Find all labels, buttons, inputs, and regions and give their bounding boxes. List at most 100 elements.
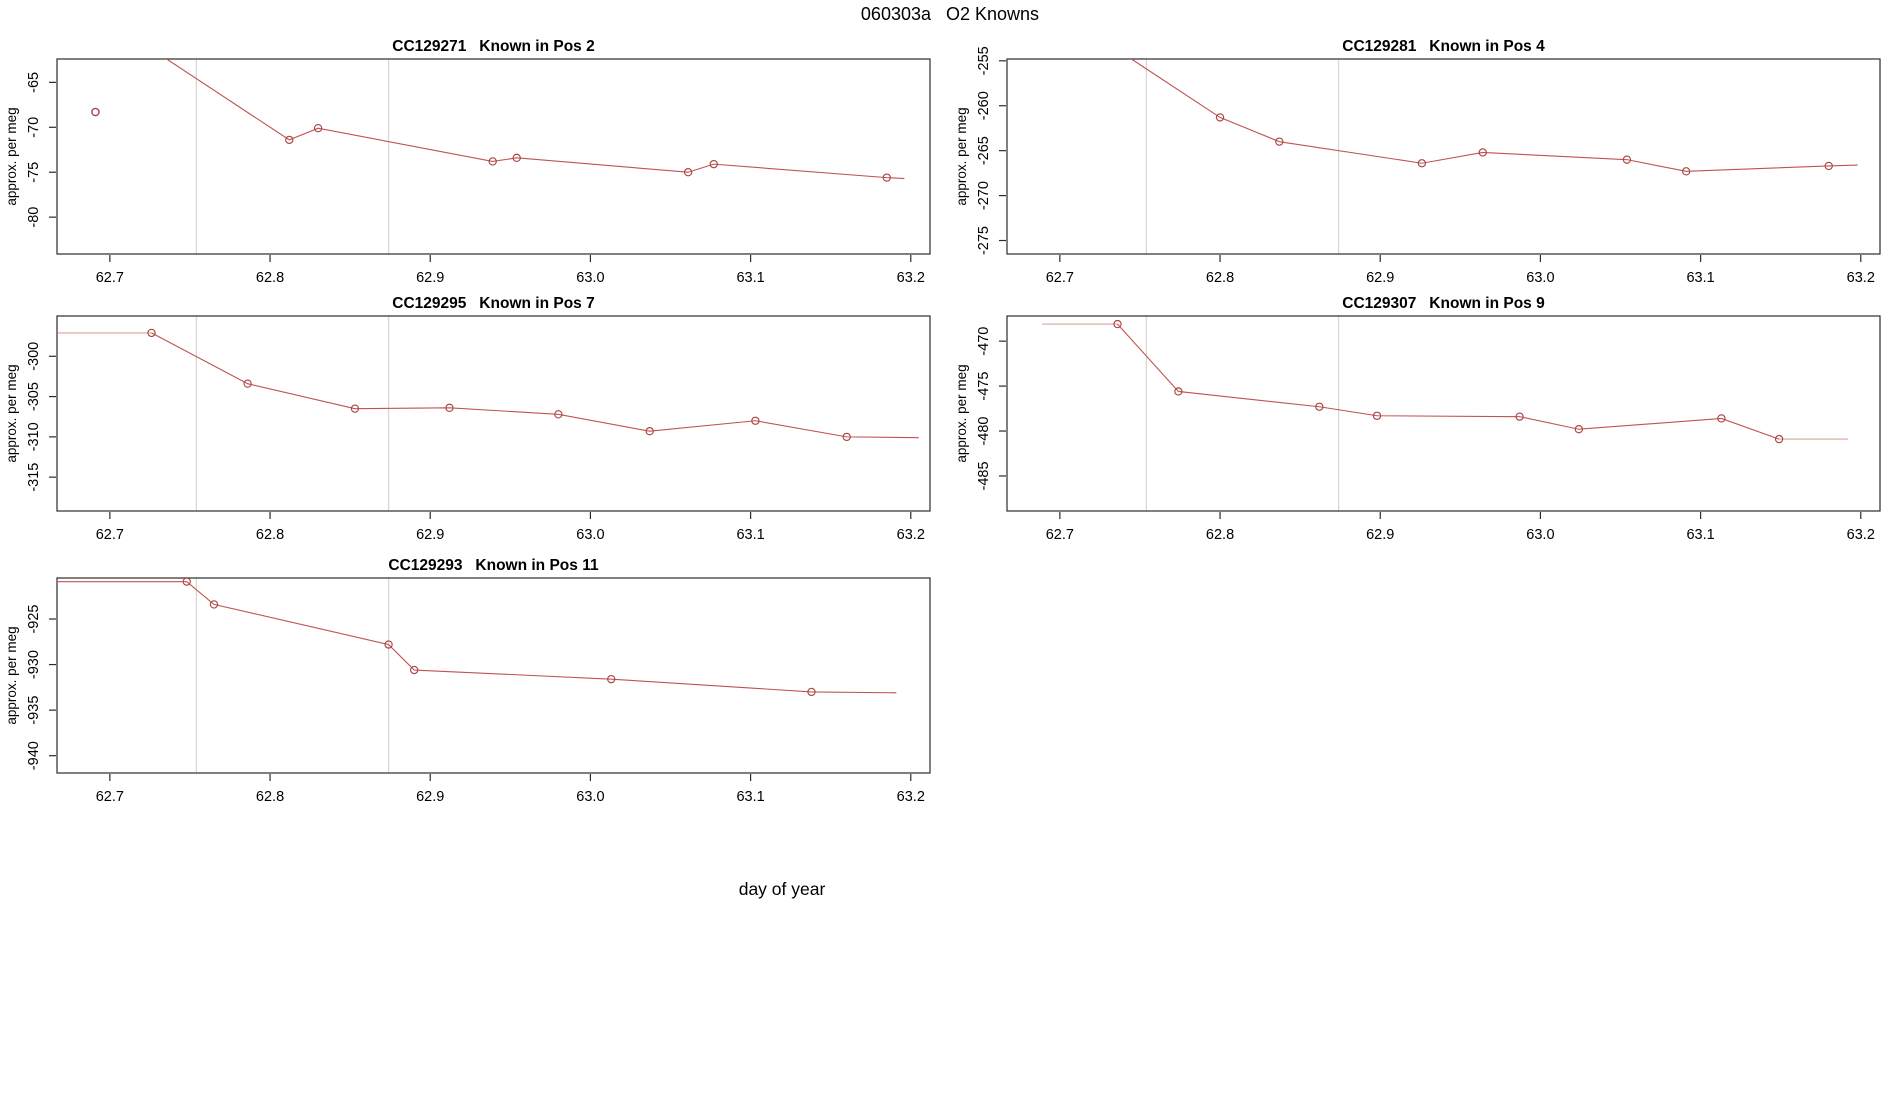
y-tick-label: -310 xyxy=(26,422,42,451)
series-group xyxy=(1130,59,1858,176)
data-point-marker xyxy=(709,159,718,169)
y-tick-label: -470 xyxy=(976,327,992,356)
y-tick-label: -260 xyxy=(976,91,992,120)
data-point-marker xyxy=(350,404,360,413)
isolated-point-marker xyxy=(91,107,100,117)
y-tick-label: -930 xyxy=(26,650,42,679)
data-point-marker xyxy=(1478,148,1487,157)
y-tick-label: -80 xyxy=(26,207,42,228)
series-line xyxy=(165,59,905,180)
x-tick-label: 62.9 xyxy=(416,270,444,286)
data-point-marker xyxy=(384,640,393,649)
x-tick-label: 63.2 xyxy=(1847,270,1875,286)
x-tick-label: 62.7 xyxy=(1046,270,1074,286)
y-tick-label: -935 xyxy=(26,696,42,725)
data-point-marker xyxy=(1275,137,1284,146)
y-tick-label: -65 xyxy=(26,72,42,93)
x-tick-label: 62.7 xyxy=(96,789,124,805)
data-point-marker xyxy=(1174,387,1183,396)
x-tick-label: 63.0 xyxy=(1526,527,1554,543)
data-point-marker xyxy=(182,578,191,586)
subplot-box xyxy=(1006,315,1881,512)
subplot-CC129271: 62.7 62.8 62.9 63.0 63.1 63.2 -80 -75 -70 -65 appr… xyxy=(4,38,931,286)
y-tick-label: -265 xyxy=(976,136,992,165)
figure-title: 060303a O2 Knowns xyxy=(860,4,1040,24)
x-tick-label: 63.2 xyxy=(897,527,925,543)
x-tick-label: 62.7 xyxy=(96,527,124,543)
data-point-marker xyxy=(209,600,219,609)
x-tick-label: 63.2 xyxy=(1847,527,1875,543)
data-point-marker xyxy=(1417,159,1427,168)
series-group xyxy=(57,328,919,442)
subplot-CC129307: 62.7 62.8 62.9 63.0 63.1 63.2 -485 -480 -475 -470… xyxy=(954,295,1881,543)
data-point-marker xyxy=(554,410,563,419)
y-tick-label: -300 xyxy=(26,342,42,371)
data-point-marker xyxy=(1717,414,1726,423)
y-tick-label: -270 xyxy=(976,181,992,210)
x-tick-label: 62.7 xyxy=(96,270,124,286)
subplot-title: CC129281 Known in Pos 4 xyxy=(1342,38,1545,55)
y-axis-label: approx. per meg xyxy=(4,626,19,724)
data-point-marker xyxy=(1774,434,1784,444)
data-point-marker xyxy=(488,157,497,166)
subplot-CC129295: 62.7 62.8 62.9 63.0 63.1 63.2 -315 -310 -305 -300… xyxy=(4,295,931,543)
x-tick-label: 63.2 xyxy=(897,270,925,286)
y-tick-label: -480 xyxy=(976,417,992,446)
x-tick-label: 62.9 xyxy=(1366,270,1394,286)
x-tick-label: 62.8 xyxy=(256,789,284,805)
series-line xyxy=(1130,59,1858,172)
data-point-marker xyxy=(1215,113,1225,122)
x-tick-label: 63.0 xyxy=(576,789,604,805)
data-point-marker xyxy=(410,665,419,675)
y-axis-label: approx. per meg xyxy=(4,364,19,462)
y-tick-label: -940 xyxy=(26,741,42,770)
subplot-title: CC129293 Known in Pos 11 xyxy=(388,557,599,574)
x-tick-label: 62.9 xyxy=(1366,527,1394,543)
y-tick-label: -275 xyxy=(976,226,992,255)
data-point-marker xyxy=(683,168,693,177)
y-tick-label: -75 xyxy=(26,162,42,183)
subplot-title: CC129271 Known in Pos 2 xyxy=(392,38,594,55)
data-point-marker xyxy=(147,328,156,338)
y-tick-label: -305 xyxy=(26,382,42,411)
x-tick-label: 63.1 xyxy=(736,527,764,543)
data-point-marker xyxy=(1315,402,1324,411)
data-point-marker xyxy=(313,124,323,133)
y-tick-label: -475 xyxy=(976,372,992,401)
series-line xyxy=(1117,323,1780,440)
data-point-marker xyxy=(1372,411,1382,420)
subplot-box xyxy=(56,58,931,255)
data-point-marker xyxy=(842,432,851,442)
data-point-marker xyxy=(751,416,760,425)
x-tick-label: 62.8 xyxy=(256,527,284,543)
y-tick-label: -255 xyxy=(976,46,992,75)
x-tick-label: 63.1 xyxy=(1686,270,1714,286)
x-tick-label: 62.9 xyxy=(416,527,444,543)
y-axis-label: approx. per meg xyxy=(954,364,969,462)
y-tick-label: -70 xyxy=(26,117,42,138)
subplot-box xyxy=(1006,58,1881,255)
x-tick-label: 62.8 xyxy=(1206,527,1234,543)
x-tick-label: 62.8 xyxy=(1206,270,1234,286)
data-point-marker xyxy=(243,379,252,388)
subplot-box xyxy=(56,577,931,774)
subplot-CC129281: 62.7 62.8 62.9 63.0 63.1 63.2 -275 -270 -265 -260… xyxy=(954,38,1881,286)
y-tick-label: -925 xyxy=(26,604,42,633)
series-group xyxy=(1042,319,1848,444)
series-group xyxy=(91,59,905,182)
x-tick-label: 63.1 xyxy=(1686,527,1714,543)
data-point-marker xyxy=(445,403,454,413)
x-tick-label: 63.0 xyxy=(576,270,604,286)
y-axis-label: approx. per meg xyxy=(4,107,19,205)
x-tick-label: 63.2 xyxy=(897,789,925,805)
x-tick-label: 63.1 xyxy=(736,789,764,805)
y-axis-label: approx. per meg xyxy=(954,107,969,205)
x-tick-label: 63.1 xyxy=(736,270,764,286)
subplot-title: CC129295 Known in Pos 7 xyxy=(392,295,594,312)
x-tick-label: 62.7 xyxy=(1046,527,1074,543)
data-point-marker xyxy=(1682,167,1691,176)
data-point-marker xyxy=(1113,319,1122,329)
data-point-marker xyxy=(1622,155,1632,164)
x-axis-title: day of year xyxy=(738,879,826,899)
